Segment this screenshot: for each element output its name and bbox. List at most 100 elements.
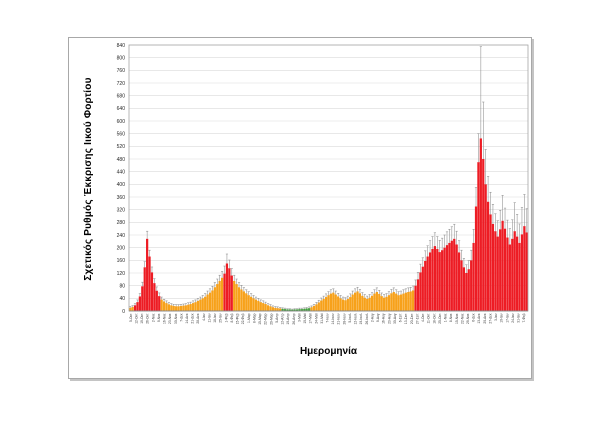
- svg-text:30-Αυγ: 30-Αυγ: [393, 313, 397, 324]
- svg-text:20-Δεκ: 20-Δεκ: [483, 313, 487, 323]
- y-tick-labels: 0 40 80 120 160 200 240 280 320 360 400 440 480 520 56…: [117, 43, 126, 315]
- gridlines: [129, 44, 528, 299]
- svg-text:18-Ιαν: 18-Ιαν: [213, 313, 217, 323]
- svg-text:17-Μαϊ: 17-Μαϊ: [309, 313, 313, 323]
- svg-text:8-Φεβ: 8-Φεβ: [230, 313, 234, 322]
- svg-text:21-Δεκ: 21-Δεκ: [191, 313, 195, 323]
- svg-text:13-Σεπ: 13-Σεπ: [404, 313, 408, 324]
- svg-text:480: 480: [117, 157, 126, 163]
- svg-text:640: 640: [117, 106, 126, 112]
- svg-text:9-Αυγ: 9-Αυγ: [376, 313, 380, 322]
- svg-text:600: 600: [117, 119, 126, 125]
- svg-text:14-Δεκ: 14-Δεκ: [185, 313, 189, 323]
- svg-text:760: 760: [117, 68, 126, 74]
- svg-text:680: 680: [117, 93, 126, 99]
- svg-text:40: 40: [119, 296, 125, 302]
- svg-text:26-Απρ: 26-Απρ: [292, 313, 296, 324]
- svg-text:9-Νοε: 9-Νοε: [157, 313, 161, 322]
- svg-text:25-Ιαν: 25-Ιαν: [219, 313, 223, 323]
- svg-text:360: 360: [117, 195, 126, 201]
- svg-text:12-Οκτ: 12-Οκτ: [134, 313, 138, 324]
- svg-text:18-Οκτ: 18-Οκτ: [432, 313, 436, 324]
- svg-text:4-Οκτ: 4-Οκτ: [421, 313, 425, 322]
- svg-text:240: 240: [117, 233, 126, 239]
- svg-text:7-Φεβ: 7-Φεβ: [522, 313, 526, 322]
- svg-text:1-Φεβ: 1-Φεβ: [224, 313, 228, 322]
- svg-text:400: 400: [117, 182, 126, 188]
- svg-text:1-Μαρ: 1-Μαρ: [247, 313, 251, 323]
- svg-text:6-Σεπ: 6-Σεπ: [399, 313, 403, 322]
- svg-text:3-Ιαν: 3-Ιαν: [494, 313, 498, 321]
- plot-frame: [128, 44, 529, 312]
- svg-text:80: 80: [119, 283, 125, 289]
- svg-text:280: 280: [117, 220, 126, 226]
- svg-text:16-Αυγ: 16-Αυγ: [382, 313, 386, 324]
- error-bars: [129, 46, 528, 310]
- svg-text:22-Φεβ: 22-Φεβ: [241, 313, 245, 324]
- svg-text:22-Νοε: 22-Νοε: [460, 313, 464, 324]
- svg-text:27-Σεπ: 27-Σεπ: [415, 313, 419, 324]
- svg-text:24-Μαϊ: 24-Μαϊ: [314, 313, 318, 323]
- svg-text:23-Νοε: 23-Νοε: [168, 313, 172, 324]
- svg-text:440: 440: [117, 169, 126, 175]
- svg-text:19-Ιουλ: 19-Ιουλ: [359, 313, 363, 324]
- svg-text:22-Μαρ: 22-Μαρ: [264, 313, 268, 324]
- x-tick-labels: 5-Οκτ 12-Οκτ 19-Οκτ 26-Οκτ 2-Νοε 9-Νοε 16-Νοε 2…: [129, 313, 526, 325]
- svg-text:31-Ιαν: 31-Ιαν: [517, 313, 521, 323]
- svg-text:12-Απρ: 12-Απρ: [281, 313, 285, 324]
- svg-text:15-Μαρ: 15-Μαρ: [258, 313, 262, 324]
- svg-text:720: 720: [117, 81, 126, 87]
- svg-text:21-Ιουν: 21-Ιουν: [337, 313, 341, 324]
- svg-text:2-Νοε: 2-Νοε: [151, 313, 155, 322]
- svg-text:17-Ιαν: 17-Ιαν: [505, 313, 509, 323]
- svg-text:27-Δεκ: 27-Δεκ: [488, 313, 492, 323]
- svg-text:7-Ιουν: 7-Ιουν: [326, 313, 330, 322]
- svg-text:4-Ιαν: 4-Ιαν: [202, 313, 206, 321]
- x-axis-title: Ημερομηνία: [299, 346, 358, 357]
- svg-text:24-Ιαν: 24-Ιαν: [511, 313, 515, 323]
- svg-text:3-Μαϊ: 3-Μαϊ: [297, 313, 301, 322]
- svg-text:5-Οκτ: 5-Οκτ: [129, 313, 133, 322]
- svg-text:10-Μαϊ: 10-Μαϊ: [303, 313, 307, 323]
- svg-text:2-Αυγ: 2-Αυγ: [370, 313, 374, 322]
- svg-text:28-Ιουν: 28-Ιουν: [342, 313, 346, 324]
- svg-text:26-Οκτ: 26-Οκτ: [146, 313, 150, 324]
- svg-text:19-Απρ: 19-Απρ: [286, 313, 290, 324]
- svg-text:10-Ιαν: 10-Ιαν: [500, 313, 504, 323]
- svg-text:19-Οκτ: 19-Οκτ: [140, 313, 144, 324]
- svg-text:15-Νοε: 15-Νοε: [455, 313, 459, 324]
- svg-text:29-Μαρ: 29-Μαρ: [269, 313, 273, 324]
- svg-text:1-Νοε: 1-Νοε: [444, 313, 448, 322]
- svg-text:29-Νοε: 29-Νοε: [466, 313, 470, 324]
- svg-text:800: 800: [117, 55, 126, 61]
- y-axis-title: Σχετικός Ρυθμός Έκκρισης Ιικού Φορτίου: [83, 77, 94, 281]
- svg-text:120: 120: [117, 271, 126, 277]
- svg-text:13-Δεκ: 13-Δεκ: [477, 313, 481, 323]
- svg-text:320: 320: [117, 207, 126, 213]
- svg-text:14-Ιουν: 14-Ιουν: [331, 313, 335, 324]
- svg-text:520: 520: [117, 144, 126, 150]
- plot-area: 0 40 80 120 160 200 240 280 320 360 400 440 480 520 56…: [117, 43, 529, 325]
- svg-text:26-Ιουλ: 26-Ιουλ: [365, 313, 369, 324]
- svg-text:31-Μαϊ: 31-Μαϊ: [320, 313, 324, 323]
- svg-text:200: 200: [117, 245, 126, 251]
- svg-text:23-Αυγ: 23-Αυγ: [387, 313, 391, 324]
- svg-text:28-Δεκ: 28-Δεκ: [196, 313, 200, 323]
- svg-text:7-Δεκ: 7-Δεκ: [179, 313, 183, 322]
- svg-text:8-Μαρ: 8-Μαρ: [252, 313, 256, 323]
- svg-text:25-Οκτ: 25-Οκτ: [438, 313, 442, 324]
- svg-text:0: 0: [122, 309, 125, 315]
- bars: [129, 138, 528, 311]
- svg-text:15-Φεβ: 15-Φεβ: [236, 313, 240, 324]
- svg-text:8-Νοε: 8-Νοε: [449, 313, 453, 322]
- svg-text:160: 160: [117, 258, 126, 264]
- svg-text:840: 840: [117, 43, 126, 49]
- svg-text:20-Σεπ: 20-Σεπ: [410, 313, 414, 324]
- svg-text:16-Νοε: 16-Νοε: [163, 313, 167, 324]
- svg-text:11-Ιαν: 11-Ιαν: [207, 313, 211, 322]
- chart-container: 0 40 80 120 160 200 240 280 320 360 400 440 480 520 56…: [68, 37, 532, 379]
- svg-text:30-Νοε: 30-Νοε: [174, 313, 178, 324]
- svg-text:5-Ιουλ: 5-Ιουλ: [348, 313, 352, 322]
- svg-text:560: 560: [117, 131, 126, 137]
